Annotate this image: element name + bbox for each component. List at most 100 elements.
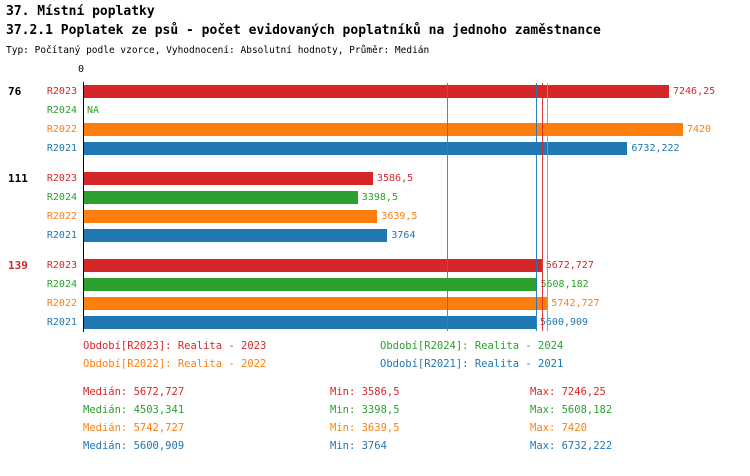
- page-subtitle: 37.2.1 Poplatek ze psů - počet evidovaný…: [6, 23, 601, 38]
- series-label: R2021: [46, 143, 77, 154]
- series-label: R2021: [46, 317, 77, 328]
- bar-plot: 3639,5: [83, 207, 750, 226]
- group-label: 76: [8, 85, 22, 98]
- series-label: R2022: [46, 298, 77, 309]
- bar-plot: 6732,222: [83, 139, 750, 158]
- legend: Období[R2023]: Realita - 2023 Období[R202…: [83, 337, 563, 373]
- series-label: R2023: [46, 260, 77, 271]
- bar-row: R2024 NA: [0, 101, 750, 120]
- bar-row: R2024 3398,5: [0, 188, 750, 207]
- bar: [83, 297, 548, 310]
- bar: [83, 210, 378, 223]
- stat-median: Medián: 5600,909: [83, 440, 185, 452]
- bar: [83, 259, 542, 272]
- legend-item: Období[R2023]: Realita - 2023: [83, 340, 267, 352]
- bar: [83, 123, 683, 136]
- bar-value-label: 5608,182: [540, 279, 589, 290]
- bar: [83, 278, 537, 291]
- bar-row: R2022 3639,5: [0, 207, 750, 226]
- chart-rows: 76 R2023 7246,25 R2024 NA R2022 7420 R2021 6732,…: [0, 82, 750, 332]
- stats-row: Medián: 5600,909 Min: 3764 Max: 6732,222: [83, 437, 612, 455]
- stat-min: Min: 3639,5: [330, 422, 400, 434]
- bar-value-label: NA: [87, 105, 100, 116]
- bar-row: R2021 6732,222: [0, 139, 750, 158]
- stat-min: Min: 3398,5: [330, 404, 400, 416]
- stat-max: Max: 7246,25: [530, 386, 606, 398]
- bar-plot: 7246,25: [83, 82, 750, 101]
- stat-max: Max: 7420: [530, 422, 587, 434]
- stat-max: Max: 5608,182: [530, 404, 613, 416]
- legend-item: Období[R2024]: Realita - 2024: [380, 340, 564, 352]
- stat-min: Min: 3764: [330, 440, 387, 452]
- bar-value-label: 7420: [687, 124, 712, 135]
- axis-zero-label: 0: [78, 64, 85, 75]
- stats-row: Medián: 4503,341 Min: 3398,5 Max: 5608,182: [83, 401, 612, 419]
- bar-group: 139 R2023 5672,727 R2024 5608,182 R2022 5742,7…: [0, 256, 750, 332]
- bar-plot: 5742,727: [83, 294, 750, 313]
- bar-row: 76 R2023 7246,25: [0, 82, 750, 101]
- bar-group: 76 R2023 7246,25 R2024 NA R2022 7420 R2021 6732,…: [0, 82, 750, 158]
- median-line: [547, 83, 549, 331]
- bar-value-label: 3586,5: [377, 173, 414, 184]
- bar-row: R2024 5608,182: [0, 275, 750, 294]
- median-line: [447, 83, 449, 331]
- page-title: 37. Místní poplatky: [6, 4, 155, 19]
- series-label: R2021: [46, 230, 77, 241]
- chart-meta: Typ: Počítaný podle vzorce, Vyhodnocení:…: [6, 45, 430, 56]
- median-line: [541, 83, 543, 331]
- series-label: R2024: [46, 279, 77, 290]
- stat-median: Medián: 4503,341: [83, 404, 185, 416]
- bar-value-label: 5672,727: [545, 260, 594, 271]
- series-label: R2022: [46, 124, 77, 135]
- legend-item: Období[R2021]: Realita - 2021: [380, 358, 564, 370]
- legend-row: Období[R2023]: Realita - 2023 Období[R202…: [83, 337, 563, 355]
- median-line: [535, 83, 537, 331]
- bar-plot: 7420: [83, 120, 750, 139]
- bar-value-label: 5600,909: [539, 317, 589, 328]
- bar-value-label: 3398,5: [361, 192, 398, 203]
- bar: [83, 229, 388, 242]
- bar-plot: 5608,182: [83, 275, 750, 294]
- stat-max: Max: 6732,222: [530, 440, 613, 452]
- bar-value-label: 3639,5: [381, 211, 418, 222]
- bar-value-label: 5742,727: [551, 298, 600, 309]
- series-label: R2023: [46, 173, 77, 184]
- series-label: R2022: [46, 211, 77, 222]
- axis-line: [83, 82, 84, 332]
- bar-row: R2022 7420: [0, 120, 750, 139]
- stats-row: Medián: 5672,727 Min: 3586,5 Max: 7246,25: [83, 383, 612, 401]
- bar-plot: 3398,5: [83, 188, 750, 207]
- legend-row: Období[R2022]: Realita - 2022 Období[R202…: [83, 355, 563, 373]
- bar-plot: 5672,727: [83, 256, 750, 275]
- stat-median: Medián: 5672,727: [83, 386, 185, 398]
- bar-value-label: 3764: [391, 230, 416, 241]
- bar-value-label: 6732,222: [631, 143, 680, 154]
- stats: Medián: 5672,727 Min: 3586,5 Max: 7246,25 M…: [83, 383, 612, 455]
- bar-row: 139 R2023 5672,727: [0, 256, 750, 275]
- bar-plot: 3764: [83, 226, 750, 245]
- bar-row: R2022 5742,727: [0, 294, 750, 313]
- bar: [83, 191, 358, 204]
- bar-row: R2021 3764: [0, 226, 750, 245]
- legend-item: Období[R2022]: Realita - 2022: [83, 358, 267, 370]
- bar: [83, 316, 536, 329]
- bar-plot: 5600,909: [83, 313, 750, 332]
- bar-value-label: 7246,25: [673, 86, 716, 97]
- series-label: R2024: [46, 192, 77, 203]
- bar-chart: 76 R2023 7246,25 R2024 NA R2022 7420 R2021 6732,…: [0, 82, 750, 332]
- bar-plot: 3586,5: [83, 169, 750, 188]
- bar: [83, 172, 373, 185]
- bar-row: 111 R2023 3586,5: [0, 169, 750, 188]
- stat-min: Min: 3586,5: [330, 386, 400, 398]
- group-label: 111: [8, 172, 28, 185]
- bar-group: 111 R2023 3586,5 R2024 3398,5 R2022 3639,5 R202…: [0, 169, 750, 245]
- series-label: R2024: [46, 105, 77, 116]
- bar: [83, 85, 669, 98]
- bar-plot: NA: [83, 101, 750, 120]
- series-label: R2023: [46, 86, 77, 97]
- stats-row: Medián: 5742,727 Min: 3639,5 Max: 7420: [83, 419, 612, 437]
- bar: [83, 142, 628, 155]
- bar-row: R2021 5600,909: [0, 313, 750, 332]
- group-label: 139: [8, 259, 28, 272]
- stat-median: Medián: 5742,727: [83, 422, 185, 434]
